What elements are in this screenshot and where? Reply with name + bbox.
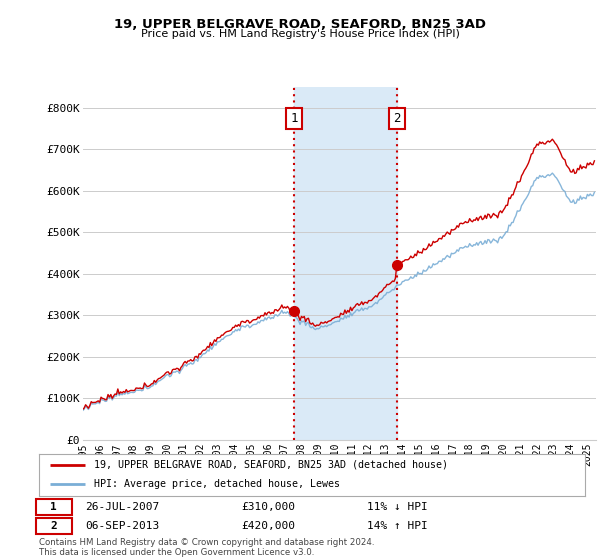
Text: 19, UPPER BELGRAVE ROAD, SEAFORD, BN25 3AD (detached house): 19, UPPER BELGRAVE ROAD, SEAFORD, BN25 3… [94, 460, 448, 470]
Bar [294, 87, 397, 440]
Text: £310,000: £310,000 [241, 502, 295, 512]
Text: 2: 2 [393, 112, 401, 125]
Text: 06-SEP-2013: 06-SEP-2013 [85, 521, 160, 531]
Text: 1: 1 [290, 112, 298, 125]
FancyBboxPatch shape [36, 519, 72, 534]
Text: Contains HM Land Registry data © Crown copyright and database right 2024.
This d: Contains HM Land Registry data © Crown c… [39, 538, 374, 557]
FancyBboxPatch shape [36, 500, 72, 515]
Text: 1: 1 [50, 502, 57, 512]
Text: £420,000: £420,000 [241, 521, 295, 531]
Text: 26-JUL-2007: 26-JUL-2007 [85, 502, 160, 512]
Text: Price paid vs. HM Land Registry's House Price Index (HPI): Price paid vs. HM Land Registry's House … [140, 29, 460, 39]
Text: HPI: Average price, detached house, Lewes: HPI: Average price, detached house, Lewe… [94, 479, 340, 489]
Text: 2: 2 [50, 521, 57, 531]
Text: 19, UPPER BELGRAVE ROAD, SEAFORD, BN25 3AD: 19, UPPER BELGRAVE ROAD, SEAFORD, BN25 3… [114, 18, 486, 31]
Text: 14% ↑ HPI: 14% ↑ HPI [367, 521, 427, 531]
Text: 11% ↓ HPI: 11% ↓ HPI [367, 502, 427, 512]
